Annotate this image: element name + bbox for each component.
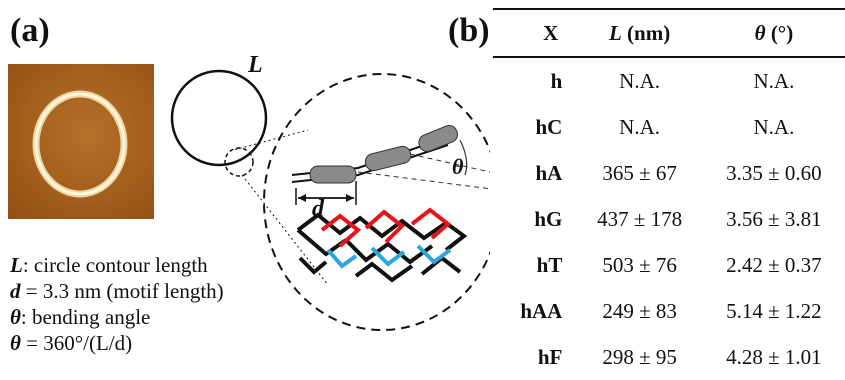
table-header-row: X L (nm) θ (°)	[493, 8, 845, 58]
legend-line: θ: bending angle	[10, 305, 151, 329]
table-row: h N.A. N.A.	[493, 57, 845, 104]
panel-b-label: (b)	[448, 12, 490, 49]
angle-cell: 3.35 ± 0.60	[726, 160, 822, 185]
length-cell: 365 ± 67	[602, 160, 677, 185]
motif-length-symbol: d	[312, 196, 324, 222]
angle-cell: N.A.	[753, 114, 795, 139]
legend-line: d = 3.3 nm (motif length)	[10, 279, 224, 303]
table-row: hF 298 ± 95 4.28 ± 1.01	[493, 334, 845, 380]
length-cell: N.A.	[619, 114, 661, 139]
table-row: hAA 249 ± 83 5.14 ± 1.22	[493, 288, 845, 334]
bending-angle-symbol: θ	[452, 154, 464, 179]
panel-a-legend: L: circle contour length d = 3.3 nm (mot…	[10, 252, 224, 356]
length-cell: N.A.	[619, 68, 661, 93]
row-label: hC	[535, 114, 563, 139]
row-label: hF	[537, 344, 563, 369]
table-row: hT 503 ± 76 2.42 ± 0.37	[493, 242, 845, 288]
angle-cell: 5.14 ± 1.22	[726, 298, 822, 323]
length-cell: 503 ± 76	[602, 252, 677, 277]
length-cell: 437 ± 178	[597, 206, 683, 231]
angle-cell: 4.28 ± 1.01	[726, 344, 822, 369]
contour-length-symbol: L	[248, 52, 263, 78]
row-label: hG	[534, 206, 563, 231]
row-label: hAA	[520, 298, 563, 323]
table-row: hA 365 ± 67 3.35 ± 0.60	[493, 150, 845, 196]
row-label: h	[550, 68, 563, 93]
table-row: hC N.A. N.A.	[493, 104, 845, 150]
row-label: hA	[535, 160, 563, 185]
bending-schematic	[170, 69, 490, 331]
panel-a-label: (a)	[10, 12, 50, 49]
column-header-x: X	[493, 8, 577, 58]
length-cell: 298 ± 95	[602, 344, 677, 369]
column-header-angle: θ (°)	[702, 8, 845, 58]
angle-cell: 3.56 ± 3.81	[726, 206, 822, 231]
length-cell: 249 ± 83	[602, 298, 677, 323]
table-row: hG 437 ± 178 3.56 ± 3.81	[493, 196, 845, 242]
row-label: hT	[536, 252, 563, 277]
results-table: X L (nm) θ (°) h N.A. N.A. hC N.A. N.A. …	[493, 8, 845, 380]
legend-line: L: circle contour length	[10, 253, 208, 277]
column-header-length: L (nm)	[576, 8, 703, 58]
angle-cell: 2.42 ± 0.37	[726, 252, 822, 277]
afm-ring-image	[8, 64, 154, 219]
legend-line: θ = 360°/(L/d)	[10, 331, 133, 355]
angle-cell: N.A.	[753, 68, 795, 93]
